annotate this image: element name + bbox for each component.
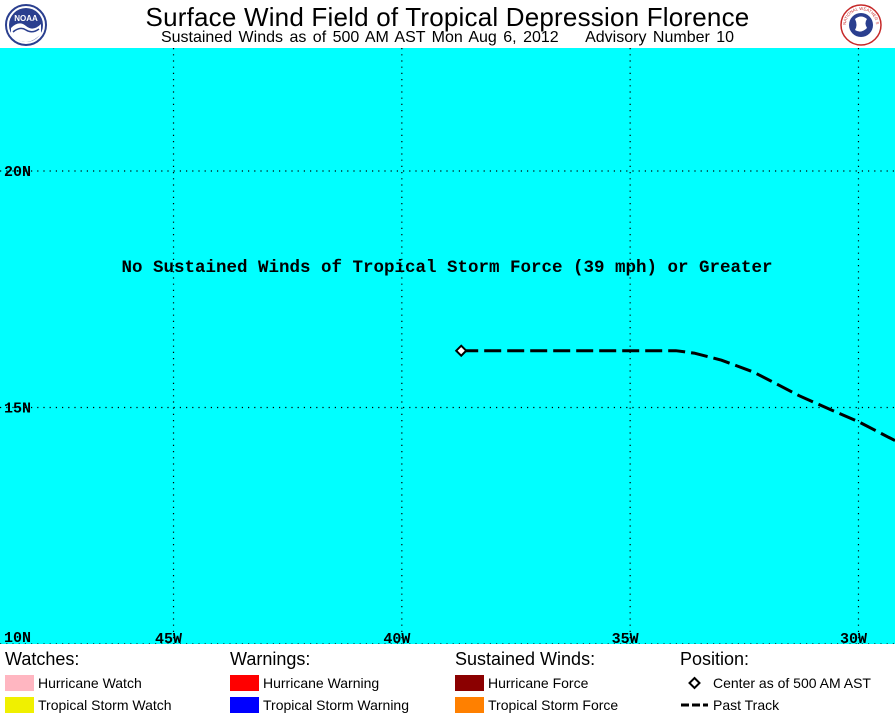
legend-winds-heading: Sustained Winds: <box>455 649 596 669</box>
legend-watches: Watches: Hurricane Watch Tropical Storm … <box>5 648 172 713</box>
legend-item-past-track: Past Track <box>680 696 779 714</box>
latitude-label: 15N <box>4 400 31 417</box>
longitude-label: 30W <box>840 631 867 644</box>
page-title: Surface Wind Field of Tropical Depressio… <box>145 2 750 32</box>
legend-item-hurricane-warning: Hurricane Warning <box>230 674 379 692</box>
longitude-label: 35W <box>612 631 639 644</box>
ocean-background <box>0 48 895 644</box>
legend-watches-heading: Watches: <box>5 649 80 669</box>
legend-warnings-heading: Warnings: <box>230 649 311 669</box>
legend-position: Position: Center as of 500 AM AST Past T… <box>680 648 871 713</box>
tropical-storm-warning-swatch <box>230 697 259 713</box>
legend-label: Tropical Storm Force <box>488 697 619 713</box>
latitude-labels: 20N 15N 10N <box>4 164 31 644</box>
subtitle-timestamp: Sustained Winds as of 500 AM AST Mon Aug… <box>160 29 559 46</box>
longitude-label: 45W <box>155 631 182 644</box>
legend-item-hurricane-watch: Hurricane Watch <box>5 674 142 692</box>
legend-label: Hurricane Watch <box>38 675 142 691</box>
tropical-storm-watch-swatch <box>5 697 34 713</box>
legend-label: Tropical Storm Warning <box>263 697 410 713</box>
legend-item-tropical-storm-warning: Tropical Storm Warning <box>230 696 409 714</box>
header: NOAA Surface Wind Field of Tropical Depr… <box>0 0 895 48</box>
tropical-storm-force-swatch <box>455 697 484 713</box>
wind-field-map: 20N 15N 10N 45W 40W 35W 30W No Sustained Wind… <box>0 48 895 644</box>
legend-label: Center as of 500 AM AST <box>713 675 871 691</box>
legend-sustained-winds: Sustained Winds: Hurricane Force Tropica… <box>455 648 618 713</box>
subtitle-advisory: Advisory Number 10 <box>585 29 735 46</box>
latitude-label: 10N <box>4 630 31 644</box>
legend-warnings: Warnings: Hurricane Warning Tropical Sto… <box>230 648 409 713</box>
legend-item-center: Center as of 500 AM AST <box>680 674 871 692</box>
legend-label: Hurricane Warning <box>263 675 380 691</box>
hurricane-watch-swatch <box>5 675 34 691</box>
map-panel: 20N 15N 10N 45W 40W 35W 30W No Sustained Wind… <box>0 48 895 644</box>
noaa-logo-text: NOAA <box>14 14 38 23</box>
longitude-labels: 45W 40W 35W 30W <box>155 631 867 644</box>
storm-center-marker <box>454 344 468 358</box>
national-weather-service-logo-icon: NATIONAL WEATHER SERVICE <box>838 0 882 46</box>
legend: Watches: Hurricane Watch Tropical Storm … <box>0 644 895 716</box>
legend-label: Tropical Storm Watch <box>38 697 172 713</box>
legend-item-hurricane-force: Hurricane Force <box>455 674 588 692</box>
legend-label: Past Track <box>713 697 780 713</box>
dashed-line-icon <box>680 697 709 713</box>
longitude-label: 40W <box>383 631 410 644</box>
legend-item-tropical-storm-force: Tropical Storm Force <box>455 696 618 714</box>
legend-item-tropical-storm-watch: Tropical Storm Watch <box>5 696 172 714</box>
legend-label: Hurricane Force <box>488 675 589 691</box>
latitude-label: 20N <box>4 164 31 181</box>
graticule <box>0 48 895 644</box>
hurricane-warning-swatch <box>230 675 259 691</box>
page-subtitle: Sustained Winds as of 500 AM AST Mon Aug… <box>0 28 895 48</box>
noaa-logo-icon: NOAA <box>5 4 47 46</box>
past-track-line <box>461 349 895 442</box>
hurricane-force-swatch <box>455 675 484 691</box>
no-winds-message: No Sustained Winds of Tropical Storm For… <box>121 258 772 278</box>
diamond-icon <box>680 675 709 691</box>
legend-position-heading: Position: <box>680 649 750 669</box>
